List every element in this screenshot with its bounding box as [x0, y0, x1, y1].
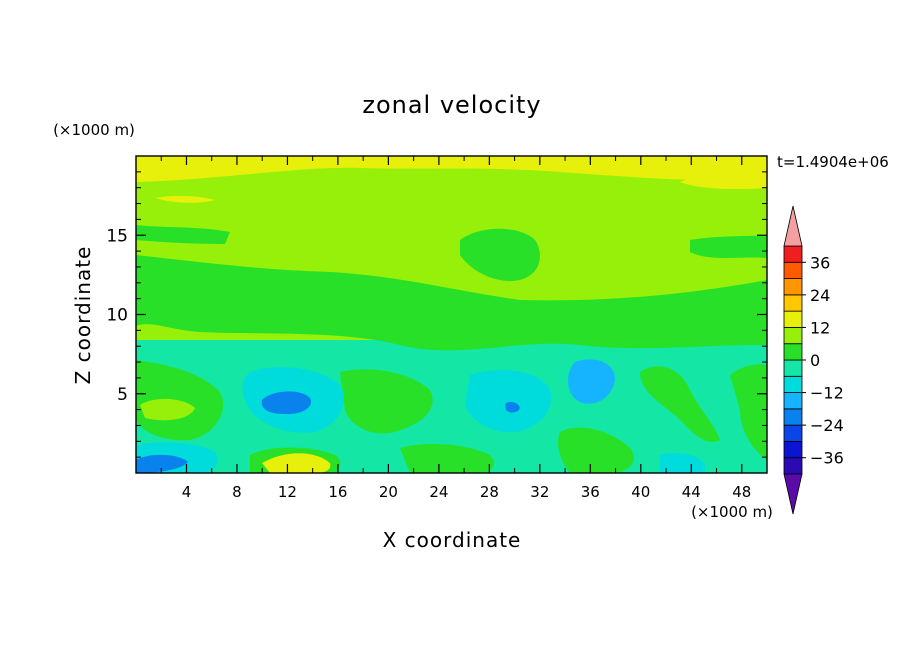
field-patch-cyan-center: [465, 370, 551, 433]
plot-area: [136, 156, 767, 473]
colorbar-bin: [783, 310, 803, 328]
x-tick-label: 32: [530, 483, 549, 501]
field-blob-center-green: [340, 369, 433, 434]
colorbar-bin: [783, 457, 803, 475]
x-tick-label: 48: [732, 483, 751, 501]
colorbar-tick-label: 0: [810, 351, 820, 370]
time-label: t=1.4904e+06: [777, 153, 889, 171]
colorbar-bin: [783, 261, 803, 279]
field-core-blue-left: [261, 391, 311, 415]
colorbar-bin: [783, 375, 803, 393]
colorbar-bin: [783, 392, 803, 410]
colorbar-tick-label: 12: [810, 318, 830, 337]
colorbar-bin: [783, 278, 803, 296]
y-tick-label: 10: [106, 306, 128, 326]
field-blob-bottom-green3: [400, 444, 495, 473]
colorbar-tick-label: 24: [810, 286, 830, 305]
y-axis-label: Z coordinate: [71, 246, 95, 385]
colorbar-bin: [783, 294, 803, 312]
x-tick-label: 44: [682, 483, 701, 501]
field-blob-right-ridge: [640, 366, 720, 442]
x-unit-label: (×1000 m): [691, 503, 773, 521]
x-axis-label: X coordinate: [383, 528, 522, 552]
colorbar-bin: [783, 343, 803, 361]
colorbar-bin: [783, 408, 803, 426]
colorbar-extend-min: [783, 473, 803, 515]
field-blob-top-right-yellow: [680, 165, 767, 190]
colorbar-bin: [783, 245, 803, 263]
field-band-upper-green: [136, 255, 767, 351]
x-tick-label: 24: [429, 483, 448, 501]
field-core-blue-center: [505, 401, 520, 413]
velocity-field: [136, 156, 767, 473]
x-tick-label: 40: [631, 483, 650, 501]
colorbar-bin: [783, 359, 803, 377]
x-tick-label: 36: [581, 483, 600, 501]
field-blob-left-green: [136, 225, 230, 244]
colorbar-tick-label: −24: [810, 416, 844, 435]
x-tick-label: 16: [328, 483, 347, 501]
colorbar: 36 24 12 0 −12 −24 −36: [783, 205, 844, 515]
field-blob-left-yellow: [140, 398, 195, 421]
colorbar-bin: [783, 424, 803, 442]
field-patch-cyan-right: [568, 359, 615, 404]
field-blob-upper-green: [460, 228, 540, 281]
x-axis: 4 8 12 16 20 24 28 32 36 40 44 48: [160, 156, 751, 501]
y-axis: 5 10 15: [106, 171, 767, 458]
x-tick-label: 12: [278, 483, 297, 501]
y-tick-label: 5: [117, 385, 128, 405]
field-blob-midleft-green: [136, 360, 224, 441]
colorbar-bin: [783, 327, 803, 345]
field-blob-bottom-green: [558, 427, 634, 473]
field-blob-right-green: [690, 235, 767, 258]
field-patch-cyan-bottomright: [660, 453, 705, 473]
field-core-blue-bottomleft: [136, 454, 188, 473]
field-blob-upper-yellow: [155, 195, 215, 203]
colorbar-tick-label: −12: [810, 384, 844, 403]
colorbar-bin: [783, 441, 803, 459]
colorbar-tick-label: 36: [810, 253, 830, 272]
field-blob-bottom-yellow: [262, 453, 331, 473]
chart-title: zonal velocity: [362, 91, 541, 119]
field-blob-right-ridge2: [730, 364, 767, 460]
colorbar-tick-label: −36: [810, 449, 844, 468]
x-tick-label: 28: [480, 483, 499, 501]
y-unit-label: (×1000 m): [53, 121, 135, 139]
x-tick-label: 4: [182, 483, 192, 501]
y-tick-label: 15: [106, 226, 128, 246]
colorbar-extend-max: [783, 205, 803, 247]
field-band-top-yellow: [136, 156, 767, 182]
x-tick-label: 20: [379, 483, 398, 501]
x-tick-label: 8: [232, 483, 242, 501]
